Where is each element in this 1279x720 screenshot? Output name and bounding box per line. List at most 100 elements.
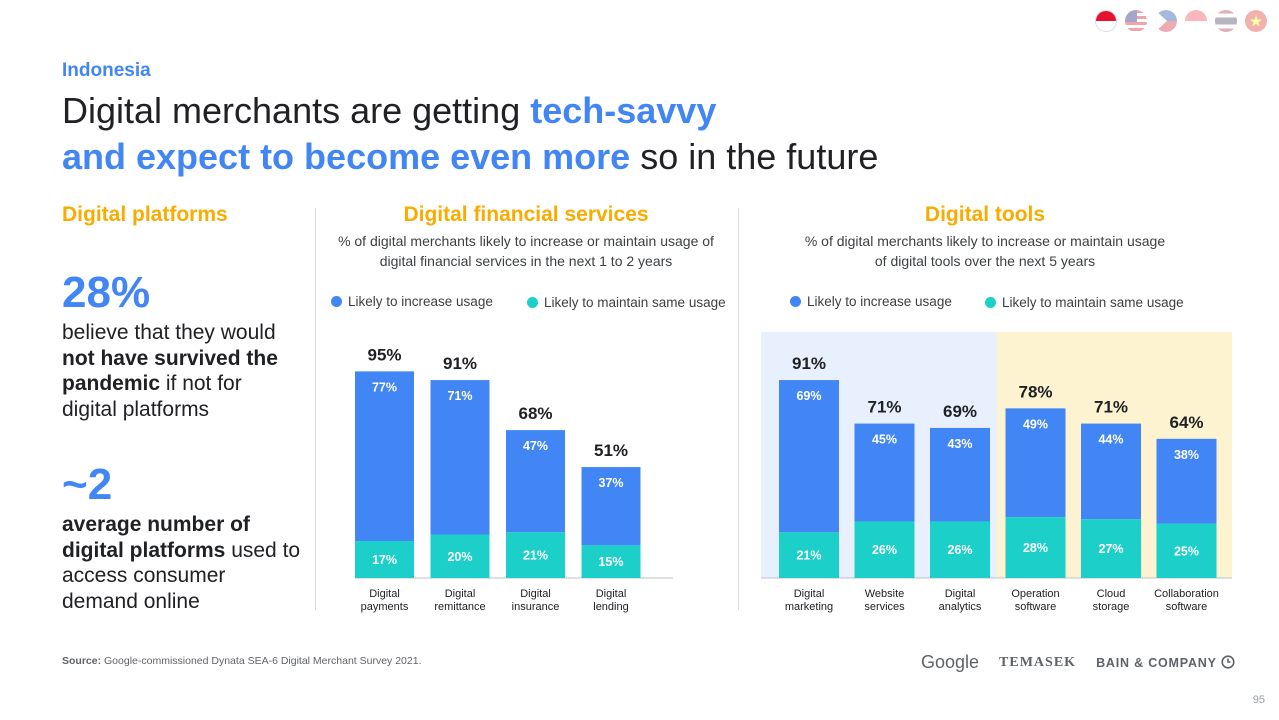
tools-bar-maintain	[1005, 517, 1066, 578]
dfs-label-increase: 77%	[372, 380, 397, 394]
stat2-description: average number of digital platforms used…	[62, 512, 302, 614]
title-line1-plain: Digital merchants are getting	[62, 90, 531, 131]
tools-label-maintain: 25%	[1174, 544, 1199, 558]
tools-bar-increase	[854, 423, 915, 522]
google-logo: Google	[921, 652, 980, 672]
source-label: Source:	[62, 655, 102, 667]
dfs-bar-increase	[430, 380, 490, 535]
tools-label-total: 69%	[943, 402, 977, 421]
dfs-label-total: 51%	[594, 441, 628, 460]
tools-category-label: Digital analytics	[939, 588, 982, 613]
tools-label-increase: 44%	[1098, 433, 1123, 447]
tools-label-increase: 43%	[947, 437, 972, 451]
dfs-bar-maintain	[355, 541, 414, 578]
tools-bar-maintain	[779, 532, 839, 578]
dfs-legend-increase: Likely to increase usage	[331, 294, 493, 309]
singapore-flag-icon[interactable]	[1185, 10, 1207, 32]
malaysia-flag-icon[interactable]	[1125, 10, 1147, 32]
stat1-post: if not for digital platforms	[62, 372, 242, 421]
dfs-bar-maintain	[430, 534, 490, 578]
tools-bar-maintain	[1156, 523, 1217, 578]
tools-bar-maintain	[1081, 519, 1141, 578]
tools-label-increase: 45%	[872, 433, 897, 447]
dfs-heading: Digital financial services	[403, 203, 649, 226]
dfs-label-total: 68%	[518, 404, 552, 423]
dfs-legend-maintain: Likely to maintain same usage	[527, 295, 726, 310]
legend-increase-label: Likely to increase usage	[807, 294, 952, 309]
dfs-label-maintain: 21%	[523, 549, 548, 563]
source-note: Source: Google-commissioned Dynata SEA-6…	[62, 655, 422, 667]
dfs-label-maintain: 17%	[372, 553, 397, 567]
country-flags	[1095, 10, 1267, 32]
page-number: 95	[1252, 694, 1265, 706]
dfs-category-label: Digital insurance	[512, 588, 560, 613]
tools-bar-increase	[1081, 423, 1141, 520]
bain-logo: BAIN & COMPANY	[1096, 655, 1235, 670]
tools-label-maintain: 21%	[796, 549, 821, 563]
tools-label-maintain: 27%	[1098, 542, 1123, 556]
dfs-bar-increase	[506, 430, 565, 533]
dfs-category-label: Digital lending	[593, 588, 628, 613]
stat2-value: ~2	[62, 460, 113, 509]
tools-label-total: 78%	[1018, 382, 1052, 401]
dfs-label-maintain: 20%	[447, 550, 472, 564]
tools-bar-increase	[779, 380, 839, 533]
legend-increase-dot-icon	[790, 296, 801, 307]
stat1-value: 28%	[62, 268, 151, 317]
tools-bar-maintain	[930, 521, 990, 578]
tools-category-label: Website services	[864, 588, 905, 613]
tools-heading: Digital tools	[924, 203, 1046, 226]
vietnam-flag-icon[interactable]	[1245, 10, 1267, 32]
tools-label-total: 91%	[792, 354, 826, 373]
stat1-pre: believe that they would	[62, 321, 276, 344]
dfs-label-increase: 47%	[523, 439, 548, 453]
tools-bar-maintain	[854, 521, 915, 578]
title-line2-bold: and expect to become even more	[62, 136, 631, 177]
region-label: Indonesia	[62, 60, 151, 81]
legend-maintain-label: Likely to maintain same usage	[1002, 295, 1184, 310]
tools-category-label: Collaboration software	[1154, 588, 1219, 613]
stat2-bold: average number of digital platforms	[62, 513, 250, 562]
dfs-label-maintain: 15%	[598, 555, 623, 569]
partner-logos: Google TEMASEK BAIN & COMPANY	[921, 652, 1235, 673]
tools-category-label: Operation software	[1011, 588, 1059, 613]
legend-increase-label: Likely to increase usage	[348, 294, 493, 309]
page-title: Digital merchants are getting tech-savvy…	[62, 88, 878, 180]
tools-category-label: Digital marketing	[785, 588, 833, 613]
thailand-flag-icon[interactable]	[1215, 10, 1237, 32]
tools-label-total: 71%	[867, 398, 901, 417]
dfs-label-total: 95%	[367, 345, 401, 364]
dfs-bar-maintain	[581, 545, 641, 578]
legend-maintain-label: Likely to maintain same usage	[544, 295, 726, 310]
dfs-category-label: Digital payments	[361, 588, 409, 613]
tools-label-total: 64%	[1169, 413, 1203, 432]
dfs-bars: 77% 17% 95% Digital payments 71% 20% 91% Digital…	[355, 345, 641, 613]
tools-label-increase: 38%	[1174, 448, 1199, 462]
philippines-flag-icon[interactable]	[1155, 10, 1177, 32]
tools-label-maintain: 28%	[1023, 541, 1048, 555]
title-line1-bold: tech-savvy	[530, 90, 717, 131]
divider-left	[315, 208, 316, 610]
tools-bar-increase	[930, 427, 990, 522]
tools-bar-increase	[1156, 438, 1217, 524]
tools-label-increase: 49%	[1023, 417, 1048, 431]
dfs-label-increase: 37%	[598, 476, 623, 490]
temasek-logo: TEMASEK	[999, 654, 1077, 670]
tools-label-total: 71%	[1094, 398, 1128, 417]
dfs-subtitle: % of digital merchants likely to increas…	[338, 233, 714, 269]
tools-legend-maintain: Likely to maintain same usage	[985, 295, 1184, 310]
tools-legend-increase: Likely to increase usage	[790, 294, 952, 309]
tools-label-maintain: 26%	[947, 543, 972, 557]
tools-bar-increase	[1005, 408, 1066, 518]
dfs-category-label: Digital remittance	[434, 588, 485, 613]
title-line2-plain: so in the future	[630, 136, 879, 177]
tools-category-label: Cloud storage	[1093, 588, 1130, 613]
indonesia-flag-icon[interactable]	[1095, 10, 1117, 32]
legend-maintain-dot-icon	[985, 297, 996, 308]
divider-right	[738, 208, 739, 610]
dfs-bar-maintain	[506, 532, 565, 578]
dfs-bar-increase	[355, 371, 414, 542]
dfs-label-increase: 71%	[447, 389, 472, 403]
tools-label-maintain: 26%	[872, 543, 897, 557]
